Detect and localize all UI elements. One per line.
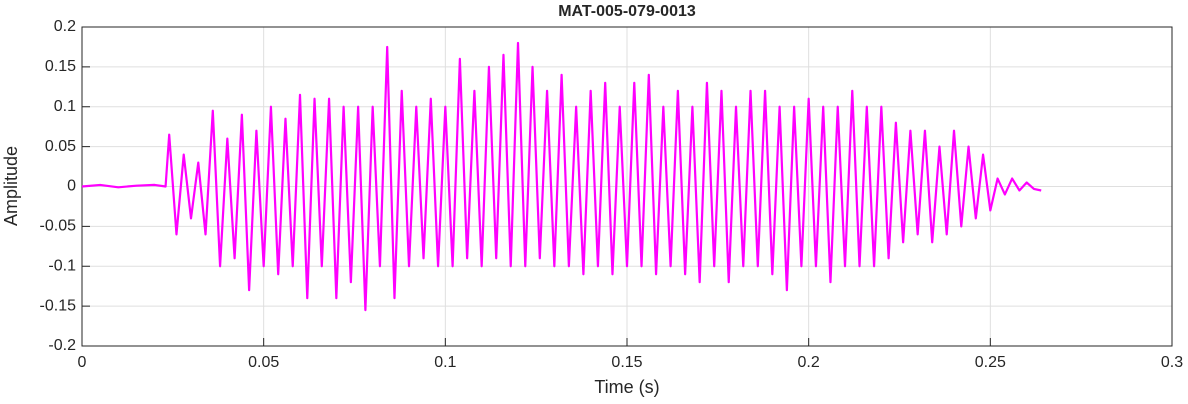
y-tick-label: -0.2 — [48, 337, 76, 354]
y-tick-label: -0.05 — [40, 218, 77, 235]
x-tick-label: 0.25 — [975, 354, 1006, 371]
y-tick-label: 0.15 — [45, 58, 76, 75]
x-tick-label: 0.2 — [798, 354, 820, 371]
series-line — [81, 41, 1042, 312]
x-tick-label: 0.1 — [434, 354, 456, 371]
y-tick-label: -0.1 — [48, 257, 76, 274]
chart-title: MAT-005-079-0013 — [558, 3, 696, 20]
y-tick-label: 0 — [67, 178, 76, 195]
y-tick-label: 0.2 — [54, 18, 76, 35]
x-tick-label: 0 — [78, 354, 87, 371]
y-axis-label: Amplitude — [1, 146, 21, 226]
y-tick-label: -0.15 — [40, 297, 77, 314]
x-tick-label: 0.3 — [1161, 354, 1183, 371]
y-tick-label: 0.1 — [54, 98, 76, 115]
x-tick-label: 0.15 — [611, 354, 642, 371]
y-tick-label: 0.05 — [45, 138, 76, 155]
x-tick-label: 0.05 — [248, 354, 279, 371]
x-axis-label: Time (s) — [594, 377, 659, 397]
